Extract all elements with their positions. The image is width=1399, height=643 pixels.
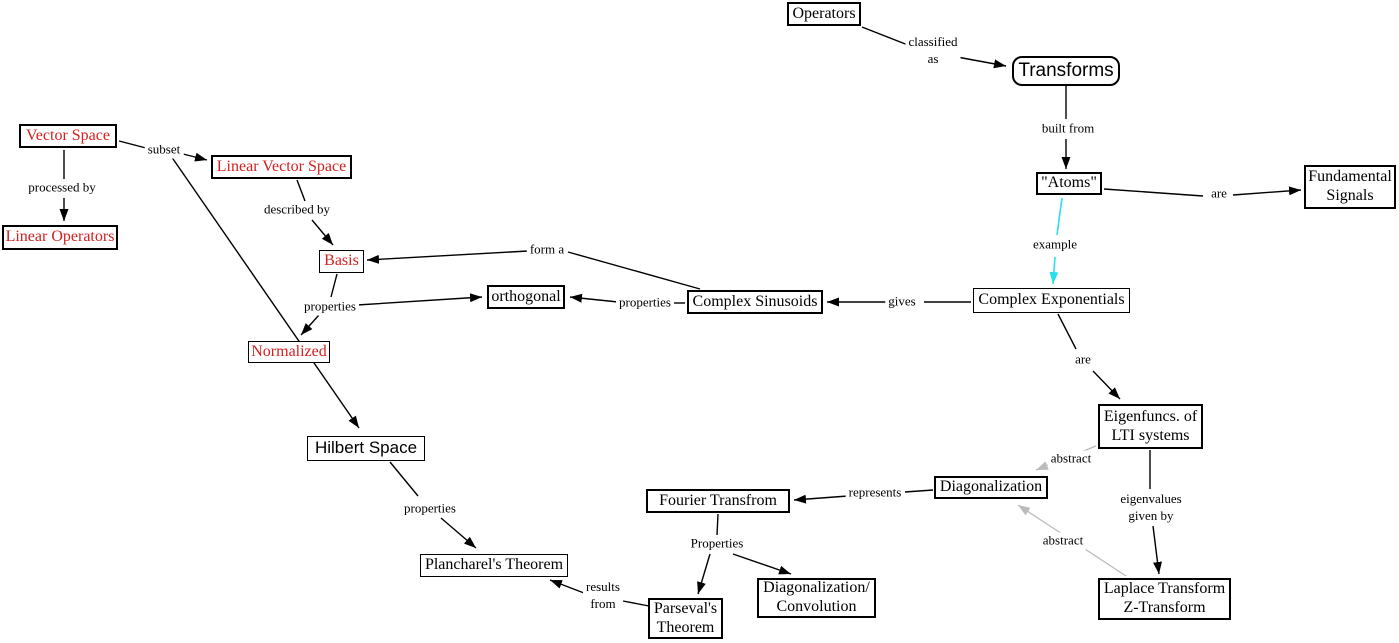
edge-label-gives[interactable]: gives — [885, 293, 919, 311]
node-hilbert-space[interactable]: Hilbert Space — [307, 436, 425, 461]
edge-label-abstract-eigen[interactable]: abstract — [1047, 450, 1095, 468]
edge-sinusoids-orthogonal-properties — [569, 293, 685, 304]
node-normalized[interactable]: Normalized — [248, 341, 330, 363]
edge-hilbert-plancharel-properties — [389, 461, 477, 549]
edge-label-represents[interactable]: represents — [845, 484, 905, 502]
edge-label-subset[interactable]: subset — [144, 141, 184, 159]
edge-vector-space-hilbert-space — [170, 155, 360, 429]
node-parsevals-theorem[interactable]: Parseval's Theorem — [648, 598, 723, 639]
edge-atoms-complex-exponentials-example — [1049, 197, 1063, 285]
edge-label-form-a[interactable]: form a — [526, 241, 568, 259]
edge-label-are-atoms[interactable]: are — [1208, 185, 1230, 203]
edge-atoms-fundamental-signals — [1103, 186, 1302, 197]
edge-sinusoids-basis-form-a — [366, 250, 701, 290]
edge-label-properties-basis[interactable]: properties — [301, 298, 359, 316]
node-atoms[interactable]: "Atoms" — [1036, 172, 1102, 195]
edge-parseval-plancharel-results-from — [549, 579, 650, 607]
edge-exponentials-eigenfuncs-are — [1057, 313, 1121, 400]
node-plancharels-theorem[interactable]: Plancharel's Theorem — [420, 554, 568, 577]
node-orthogonal[interactable]: orthogonal — [487, 285, 565, 309]
node-transforms[interactable]: Transforms — [1012, 56, 1120, 86]
edge-label-built-from[interactable]: built from — [1038, 120, 1098, 138]
edge-label-abstract-laplace[interactable]: abstract — [1039, 532, 1087, 550]
node-complex-sinusoids[interactable]: Complex Sinusoids — [687, 290, 823, 314]
node-diagonalization[interactable]: Diagonalization — [934, 476, 1048, 499]
node-linear-vector-space[interactable]: Linear Vector Space — [211, 155, 352, 179]
edge-label-example[interactable]: example — [1029, 236, 1081, 254]
edge-basis-properties-branch — [300, 273, 483, 336]
edge-fourier-properties-branch — [697, 513, 792, 595]
edge-diagonalization-fourier-represents — [793, 489, 934, 504]
edge-label-properties-hilbert[interactable]: properties — [401, 500, 459, 518]
edge-label-properties-sinusoids[interactable]: properties — [616, 294, 674, 312]
edge-label-processed-by[interactable]: processed by — [25, 179, 99, 197]
edge-label-described-by[interactable]: described by — [260, 201, 334, 219]
edge-label-eigenvalues-given-by[interactable]: eigenvalues given by — [1117, 491, 1185, 525]
edge-label-results-from[interactable]: results from — [583, 579, 623, 613]
edge-lvs-basis-described-by — [296, 179, 334, 246]
node-fourier-transfrom[interactable]: Fourier Transfrom — [646, 489, 790, 513]
edge-label-classified-as[interactable]: classified as — [905, 34, 961, 68]
node-laplace-z-transform[interactable]: Laplace Transform Z-Transform — [1098, 578, 1231, 620]
node-linear-operators[interactable]: Linear Operators — [2, 225, 118, 250]
node-complex-exponentials[interactable]: Complex Exponentials — [973, 288, 1130, 313]
node-eigenfuncs-lti[interactable]: Eigenfuncs. of LTI systems — [1098, 404, 1203, 449]
edge-vector-space-lvs-subset — [118, 140, 208, 162]
node-vector-space[interactable]: Vector Space — [19, 124, 117, 148]
node-operators[interactable]: Operators — [787, 2, 861, 26]
edge-operators-transforms — [861, 26, 1007, 69]
edge-label-properties-fourier[interactable]: Properties — [687, 535, 747, 553]
edge-label-are-exponentials[interactable]: are — [1072, 351, 1094, 369]
node-diagonalization-convolution[interactable]: Diagonalization/ Convolution — [757, 578, 876, 618]
node-basis[interactable]: Basis — [319, 250, 364, 273]
node-fundamental-signals[interactable]: Fundamental Signals — [1304, 165, 1396, 209]
edge-eigenfuncs-laplace-eigenvalues — [1149, 450, 1162, 575]
